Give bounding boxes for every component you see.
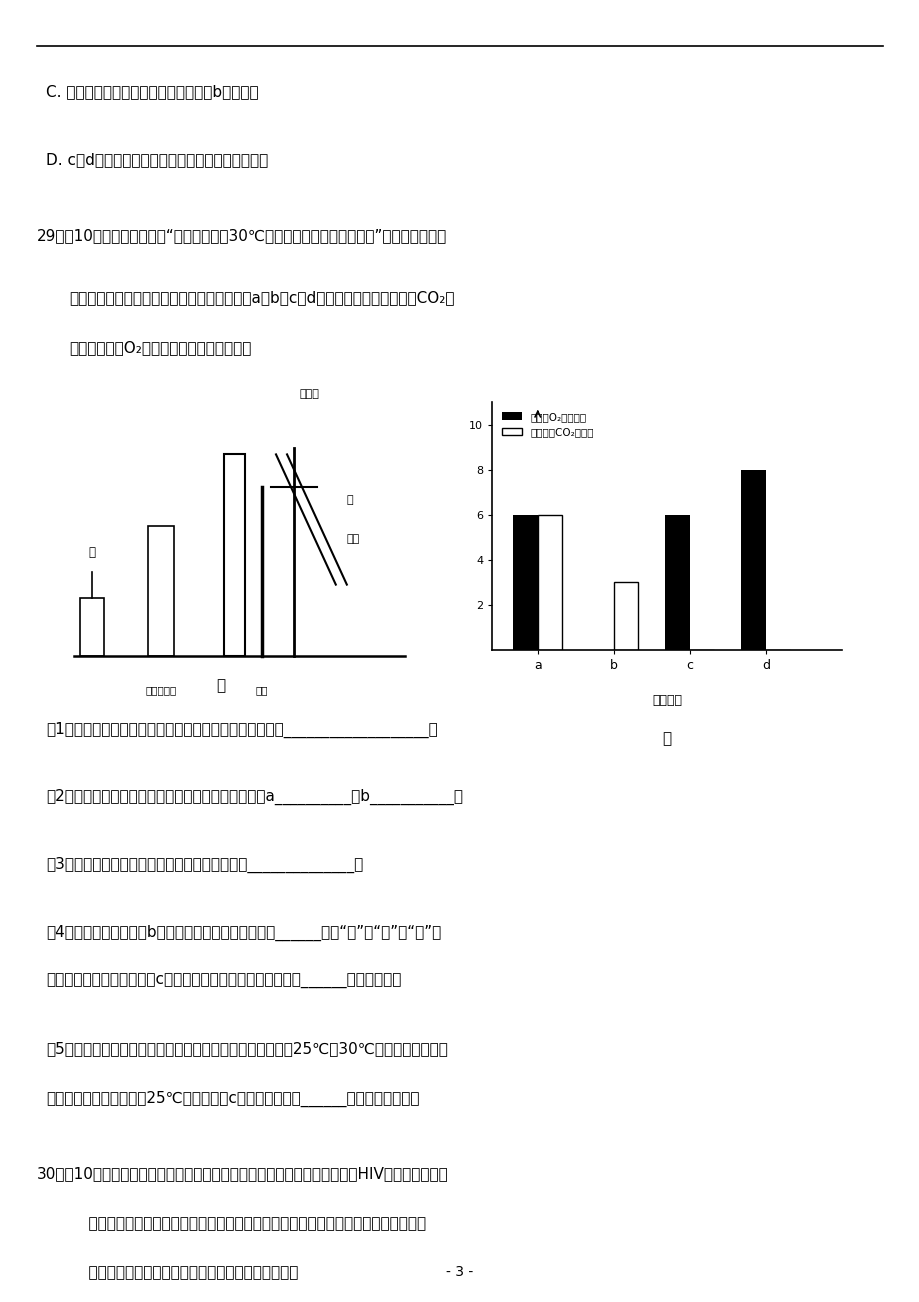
Text: 29、（10分）图甲是某同学“探究在温度为30℃时影响植物光合速率的因素”的实验装置图。: 29、（10分）图甲是某同学“探究在温度为30℃时影响植物光合速率的因素”的实验… [37, 228, 447, 243]
Text: D. c～d段，酵母菌的种群数量和增长速率呈负相关: D. c～d段，酵母菌的种群数量和增长速率呈负相关 [46, 152, 268, 168]
Text: 放量和叶绻体O₂产生总量的变化。试回答：: 放量和叶绻体O₂产生总量的变化。试回答： [69, 340, 251, 355]
Text: 30、（10分）为了预防艾滋病，科学家曾给老鼠注射艾滋病疫苗制剂（减毒HIV＋生理盐水）试: 30、（10分）为了预防艾滋病，科学家曾给老鼠注射艾滋病疫苗制剂（减毒HIV＋生… [37, 1167, 448, 1182]
Legend: 叶绻体O₂产生总量, 叶肉细胞CO₂释放量: 叶绻体O₂产生总量, 叶肉细胞CO₂释放量 [497, 408, 597, 441]
Text: （5）已知该叶肉细胞光合作用和呼吸作用的最适温度分别为25℃和30℃，在其他条件不变: （5）已知该叶肉细胞光合作用和呼吸作用的最适温度分别为25℃和30℃，在其他条件… [46, 1042, 448, 1057]
Text: 固定架: 固定架 [299, 389, 319, 400]
Bar [664, 514, 689, 650]
Text: 验成功，但在人体上试验失败。下图是艾滋病疫苗制剂引发老鼠机体免疫效应的部分: 验成功，但在人体上试验失败。下图是艾滋病疫苗制剂引发老鼠机体免疫效应的部分 [69, 1216, 425, 1232]
Bar [613, 582, 638, 650]
Text: 水: 水 [346, 495, 353, 505]
Bar [538, 514, 562, 650]
Text: （3）光反应产生的并能够为暗反应利用的物质是______________。: （3）光反应产生的并能够为暗反应利用的物质是______________。 [46, 857, 363, 872]
Bar [513, 514, 538, 650]
Text: 水藻: 水藻 [346, 534, 359, 544]
Text: （4）图乙中光照强度为b时，该叶肉细胞光合作用速率______（填“＜”、“＝”或“＞”）: （4）图乙中光照强度为b时，该叶肉细胞光合作用速率______（填“＜”、“＝”… [46, 924, 441, 940]
Text: 盛水玻璃柱: 盛水玻璃柱 [145, 685, 176, 695]
Text: 呼吸作用速率，光照强度为c时，单位时间内该叶肉细胞可释放______单位的氧气。: 呼吸作用速率，光照强度为c时，单位时间内该叶肉细胞可释放______单位的氧气。 [46, 974, 401, 990]
Bar [224, 454, 244, 656]
Bar [80, 598, 104, 656]
Text: 乙: 乙 [662, 732, 671, 746]
Text: C. 定期补充营养物质和清除代谢废物，b点会上升: C. 定期补充营养物质和清除代谢废物，b点会上升 [46, 85, 258, 100]
Text: - 3 -: - 3 - [446, 1264, 473, 1279]
Text: 的情况下，将温度调节到25℃，则乙图中c对应的柱状体向______（左或右）平移。: 的情况下，将温度调节到25℃，则乙图中c对应的柱状体向______（左或右）平移… [46, 1091, 419, 1107]
Text: 灯: 灯 [88, 546, 96, 559]
Text: （1）图甲装置中在灿与试管之间放了盛水玻璃柱，目的是___________________。: （1）图甲装置中在灿与试管之间放了盛水玻璃柱，目的是______________… [46, 721, 437, 737]
Text: 光照强度: 光照强度 [652, 694, 681, 707]
Text: 示意图，据图回答下列问题：（图中编号代表细胞）: 示意图，据图回答下列问题：（图中编号代表细胞） [69, 1266, 298, 1281]
Text: 甲: 甲 [216, 678, 225, 694]
Bar [741, 470, 765, 650]
Text: 直尺: 直尺 [255, 685, 268, 695]
Text: 图乙表示该植物某叶肉细胞在光照强度分别为a、b、c、d时，单位时间内叶肉细胞CO₂释: 图乙表示该植物某叶肉细胞在光照强度分别为a、b、c、d时，单位时间内叶肉细胞CO… [69, 290, 454, 306]
Bar [148, 526, 174, 656]
Text: （2）图甲中，为了改变光照强度有两种措施，具体是a__________，b___________。: （2）图甲中，为了改变光照强度有两种措施，具体是a__________，b___… [46, 789, 462, 805]
